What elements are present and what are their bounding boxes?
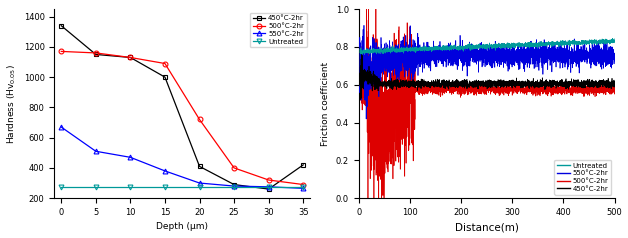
Legend: 450°C-2hr, 500°C-2hr, 550°C-2hr, Untreated: 450°C-2hr, 500°C-2hr, 550°C-2hr, Untreat… <box>250 13 306 47</box>
X-axis label: Depth (μm): Depth (μm) <box>156 223 208 231</box>
X-axis label: Distance(m): Distance(m) <box>455 223 519 233</box>
Y-axis label: Hardness (Hv$_{0.05}$): Hardness (Hv$_{0.05}$) <box>6 64 18 144</box>
Y-axis label: Friction coefficient: Friction coefficient <box>322 62 330 146</box>
Legend: Untreated, 550°C-2hr, 500°C-2hr, 450°C-2hr: Untreated, 550°C-2hr, 500°C-2hr, 450°C-2… <box>555 160 611 195</box>
